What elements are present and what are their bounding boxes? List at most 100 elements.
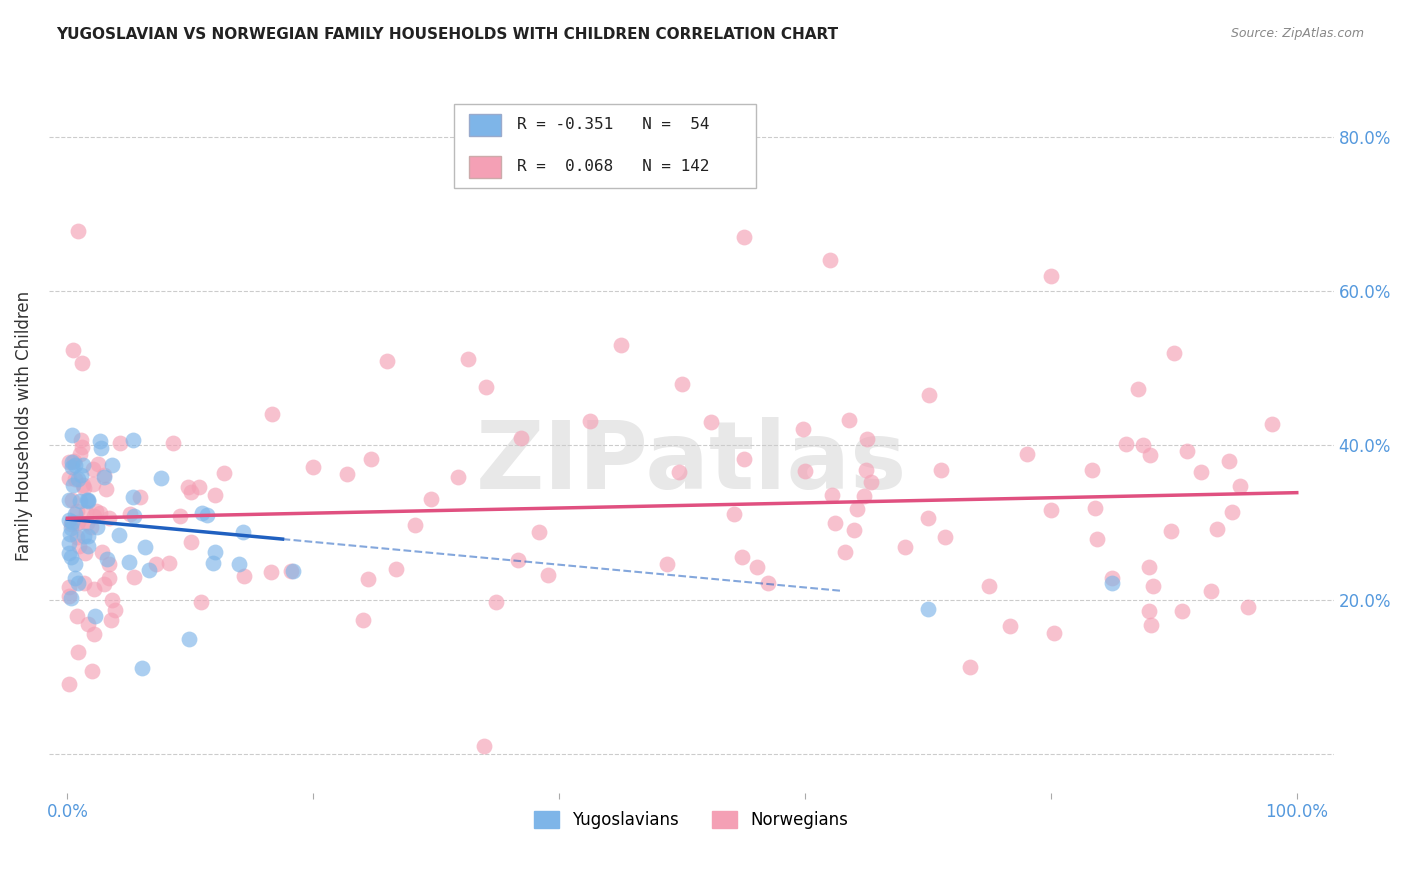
Point: [929, 463, 952, 477]
FancyBboxPatch shape: [454, 103, 755, 188]
Point: [859, 475, 882, 490]
Point: [70, 356, 93, 370]
Point: [180, 485, 202, 500]
Point: [76, 529, 98, 543]
Point: [58, 545, 80, 559]
Point: [537, 568, 560, 582]
Point: [66, 645, 89, 659]
Point: [1084, 500, 1107, 515]
Point: [86, 520, 108, 534]
Point: [336, 467, 359, 481]
Point: [180, 535, 202, 549]
Point: [97, 511, 120, 525]
Point: [157, 556, 180, 570]
Point: [87, 457, 110, 471]
Point: [120, 507, 142, 521]
Point: [1085, 532, 1108, 546]
Point: [190, 506, 212, 520]
Point: [58, 455, 80, 469]
Point: [733, 230, 755, 244]
Point: [101, 458, 124, 473]
Point: [1199, 584, 1222, 599]
Point: [821, 488, 844, 502]
Point: [204, 488, 226, 502]
Point: [527, 525, 550, 540]
Point: [169, 509, 191, 524]
Point: [352, 613, 374, 627]
Point: [76, 516, 98, 531]
Point: [1139, 604, 1161, 618]
Point: [280, 564, 302, 578]
Point: [122, 508, 145, 523]
Point: [1160, 524, 1182, 538]
Text: R = -0.351   N =  54: R = -0.351 N = 54: [516, 117, 709, 132]
Point: [1163, 346, 1185, 360]
Point: [66, 472, 89, 486]
Point: [69, 447, 91, 461]
Point: [77, 539, 100, 553]
FancyBboxPatch shape: [470, 156, 501, 178]
Text: R =  0.068   N = 142: R = 0.068 N = 142: [516, 160, 709, 174]
Point: [283, 564, 305, 578]
Point: [59, 527, 82, 541]
Point: [138, 564, 160, 578]
Point: [66, 608, 89, 623]
Point: [66, 515, 89, 529]
Point: [1132, 438, 1154, 452]
Point: [76, 493, 98, 508]
Point: [446, 470, 468, 484]
Point: [63, 571, 86, 585]
Point: [262, 408, 284, 422]
Point: [66, 576, 89, 591]
Point: [917, 511, 939, 525]
Point: [404, 518, 426, 533]
Point: [83, 582, 105, 596]
Point: [73, 575, 96, 590]
Point: [1137, 559, 1160, 574]
Text: ZIPatlas: ZIPatlas: [475, 417, 907, 508]
Point: [65, 507, 87, 521]
Point: [110, 436, 132, 450]
Point: [655, 557, 678, 571]
Point: [69, 539, 91, 553]
Point: [77, 616, 100, 631]
Point: [792, 422, 814, 436]
Point: [66, 516, 89, 530]
Point: [104, 603, 127, 617]
Point: [93, 468, 115, 483]
Point: [75, 546, 97, 560]
Point: [204, 545, 226, 559]
Point: [94, 482, 117, 496]
Point: [179, 632, 201, 646]
Point: [1101, 575, 1123, 590]
Point: [1115, 437, 1137, 451]
Point: [75, 505, 97, 519]
Point: [475, 380, 498, 394]
Point: [1261, 417, 1284, 431]
Point: [63, 458, 86, 473]
Point: [118, 556, 141, 570]
Point: [1140, 618, 1163, 632]
Point: [131, 661, 153, 675]
Point: [62, 343, 84, 357]
Point: [457, 351, 479, 366]
Point: [83, 609, 105, 624]
Point: [63, 472, 86, 486]
Point: [894, 541, 917, 555]
Point: [188, 480, 211, 494]
Point: [1171, 604, 1194, 618]
Point: [1081, 463, 1104, 477]
Point: [794, 464, 817, 478]
Point: [301, 460, 323, 475]
Point: [1043, 625, 1066, 640]
Point: [855, 432, 877, 446]
Point: [83, 626, 105, 640]
Point: [122, 490, 145, 504]
Text: YUGOSLAVIAN VS NORWEGIAN FAMILY HOUSEHOLDS WITH CHILDREN CORRELATION CHART: YUGOSLAVIAN VS NORWEGIAN FAMILY HOUSEHOL…: [56, 27, 838, 42]
Point: [162, 436, 184, 450]
Point: [63, 454, 86, 468]
Point: [177, 480, 200, 494]
Point: [1206, 522, 1229, 536]
Point: [73, 529, 96, 543]
Point: [190, 595, 212, 609]
